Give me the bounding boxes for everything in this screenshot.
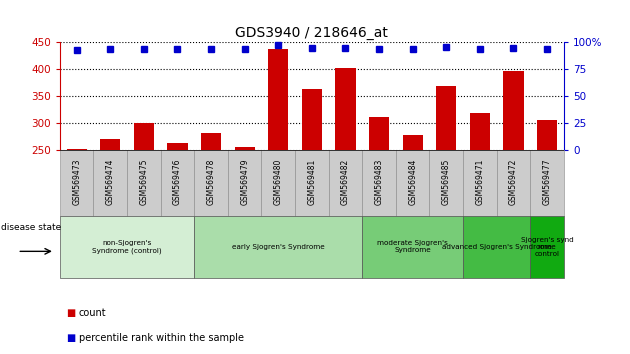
Text: GSM569485: GSM569485 <box>442 159 450 205</box>
Text: GSM569475: GSM569475 <box>139 159 148 205</box>
Text: Sjogren's synd
rome
control: Sjogren's synd rome control <box>520 237 573 257</box>
Text: GSM569483: GSM569483 <box>375 159 384 205</box>
Bar <box>134 124 154 285</box>
Text: GSM569481: GSM569481 <box>307 159 316 205</box>
Title: GDS3940 / 218646_at: GDS3940 / 218646_at <box>236 26 388 40</box>
Bar <box>470 113 490 285</box>
Bar <box>537 120 557 285</box>
Text: GSM569482: GSM569482 <box>341 159 350 205</box>
Bar <box>168 143 188 285</box>
Text: GSM569476: GSM569476 <box>173 159 182 205</box>
Bar <box>496 150 530 216</box>
Bar <box>530 216 564 278</box>
Bar <box>228 150 261 216</box>
Bar <box>201 133 221 285</box>
Text: GSM569479: GSM569479 <box>240 159 249 205</box>
Text: percentile rank within the sample: percentile rank within the sample <box>79 333 244 343</box>
Text: GSM569478: GSM569478 <box>207 159 215 205</box>
Text: count: count <box>79 308 106 318</box>
Text: GSM569484: GSM569484 <box>408 159 417 205</box>
Bar <box>362 216 463 278</box>
Bar <box>335 68 355 285</box>
Bar <box>369 117 389 285</box>
Bar <box>362 150 396 216</box>
Bar <box>234 147 255 285</box>
Bar <box>436 86 456 285</box>
Bar <box>261 150 295 216</box>
Bar <box>530 150 564 216</box>
Bar <box>403 135 423 285</box>
Bar <box>161 150 194 216</box>
Text: early Sjogren's Syndrome: early Sjogren's Syndrome <box>232 244 324 250</box>
Text: moderate Sjogren's
Syndrome: moderate Sjogren's Syndrome <box>377 240 448 253</box>
Bar <box>295 150 329 216</box>
Text: advanced Sjogren's Syndrome: advanced Sjogren's Syndrome <box>442 244 552 250</box>
Bar <box>194 150 228 216</box>
Bar <box>127 150 161 216</box>
Text: GSM569473: GSM569473 <box>72 159 81 205</box>
Text: non-Sjogren's
Syndrome (control): non-Sjogren's Syndrome (control) <box>92 240 162 254</box>
Bar <box>93 150 127 216</box>
Bar <box>503 71 524 285</box>
Bar <box>396 150 430 216</box>
Bar <box>463 150 496 216</box>
Bar <box>67 149 87 285</box>
Bar <box>194 216 362 278</box>
Text: GSM569474: GSM569474 <box>106 159 115 205</box>
Bar <box>463 216 530 278</box>
Text: ■: ■ <box>66 308 76 318</box>
Bar <box>60 150 93 216</box>
Bar <box>100 138 120 285</box>
Bar <box>268 50 289 285</box>
Bar <box>430 150 463 216</box>
Text: GSM569480: GSM569480 <box>274 159 283 205</box>
Text: GSM569477: GSM569477 <box>542 159 551 205</box>
Bar <box>302 89 322 285</box>
Bar <box>60 216 194 278</box>
Text: ■: ■ <box>66 333 76 343</box>
Bar <box>329 150 362 216</box>
Text: disease state: disease state <box>1 223 62 232</box>
Text: GSM569471: GSM569471 <box>476 159 484 205</box>
Text: GSM569472: GSM569472 <box>509 159 518 205</box>
